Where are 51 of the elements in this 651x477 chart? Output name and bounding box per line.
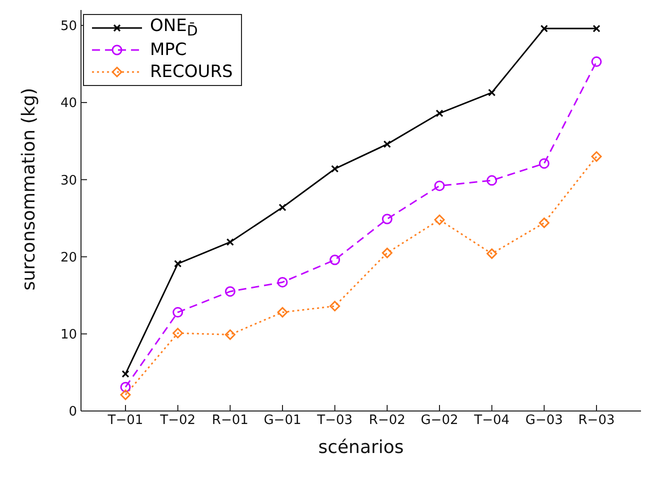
x-tick-label: R−01: [212, 413, 248, 428]
y-tick-label: 0: [68, 404, 77, 420]
point: [434, 214, 445, 226]
point: [540, 24, 548, 32]
point: [120, 390, 131, 400]
point: [486, 175, 498, 186]
point: [591, 151, 602, 162]
x-tick-label: T−04: [473, 413, 510, 428]
point: [538, 218, 550, 228]
point: [383, 140, 391, 148]
point: [122, 370, 130, 378]
x-tick-label: G−02: [420, 413, 458, 428]
point: [488, 88, 496, 96]
y-tick-label: 30: [60, 173, 77, 188]
y-tick-label: 40: [60, 96, 77, 112]
point: [120, 382, 131, 392]
point: [330, 300, 340, 312]
point: [174, 260, 182, 268]
point: [592, 24, 600, 32]
y-tick-label: 50: [60, 19, 77, 34]
point: [382, 214, 392, 224]
point: [224, 286, 236, 297]
point: [331, 165, 339, 173]
x-tick-label: R−02: [368, 413, 406, 428]
point: [172, 307, 184, 318]
point: [224, 329, 236, 340]
point: [434, 180, 445, 192]
x-tick-label: R−03: [578, 413, 615, 428]
point: [591, 56, 602, 67]
x-tick-label: G−03: [525, 413, 563, 428]
x-tick-label: T−01: [106, 413, 144, 428]
point: [538, 158, 550, 169]
y-tick-label: 10: [60, 328, 77, 342]
point: [382, 248, 392, 258]
legend-label: MPC: [150, 40, 187, 60]
legend-label: RECOURS: [150, 62, 233, 82]
point: [277, 276, 288, 288]
legend-label: ONE$_{D̄}$: [150, 16, 198, 40]
x-tick-label: G−01: [264, 413, 302, 428]
x-axis-title: scénarios: [318, 437, 404, 458]
point: [172, 328, 184, 338]
y-axis-title: surconsommation (kg): [18, 88, 40, 290]
y-tick-label: 20: [60, 250, 77, 266]
point: [277, 307, 288, 318]
point: [278, 204, 286, 212]
x-tick-label: T−03: [316, 413, 353, 428]
x-tick-label: T−02: [159, 413, 196, 428]
point: [330, 254, 340, 266]
point: [436, 110, 444, 118]
point: [226, 238, 234, 246]
point: [486, 248, 498, 259]
